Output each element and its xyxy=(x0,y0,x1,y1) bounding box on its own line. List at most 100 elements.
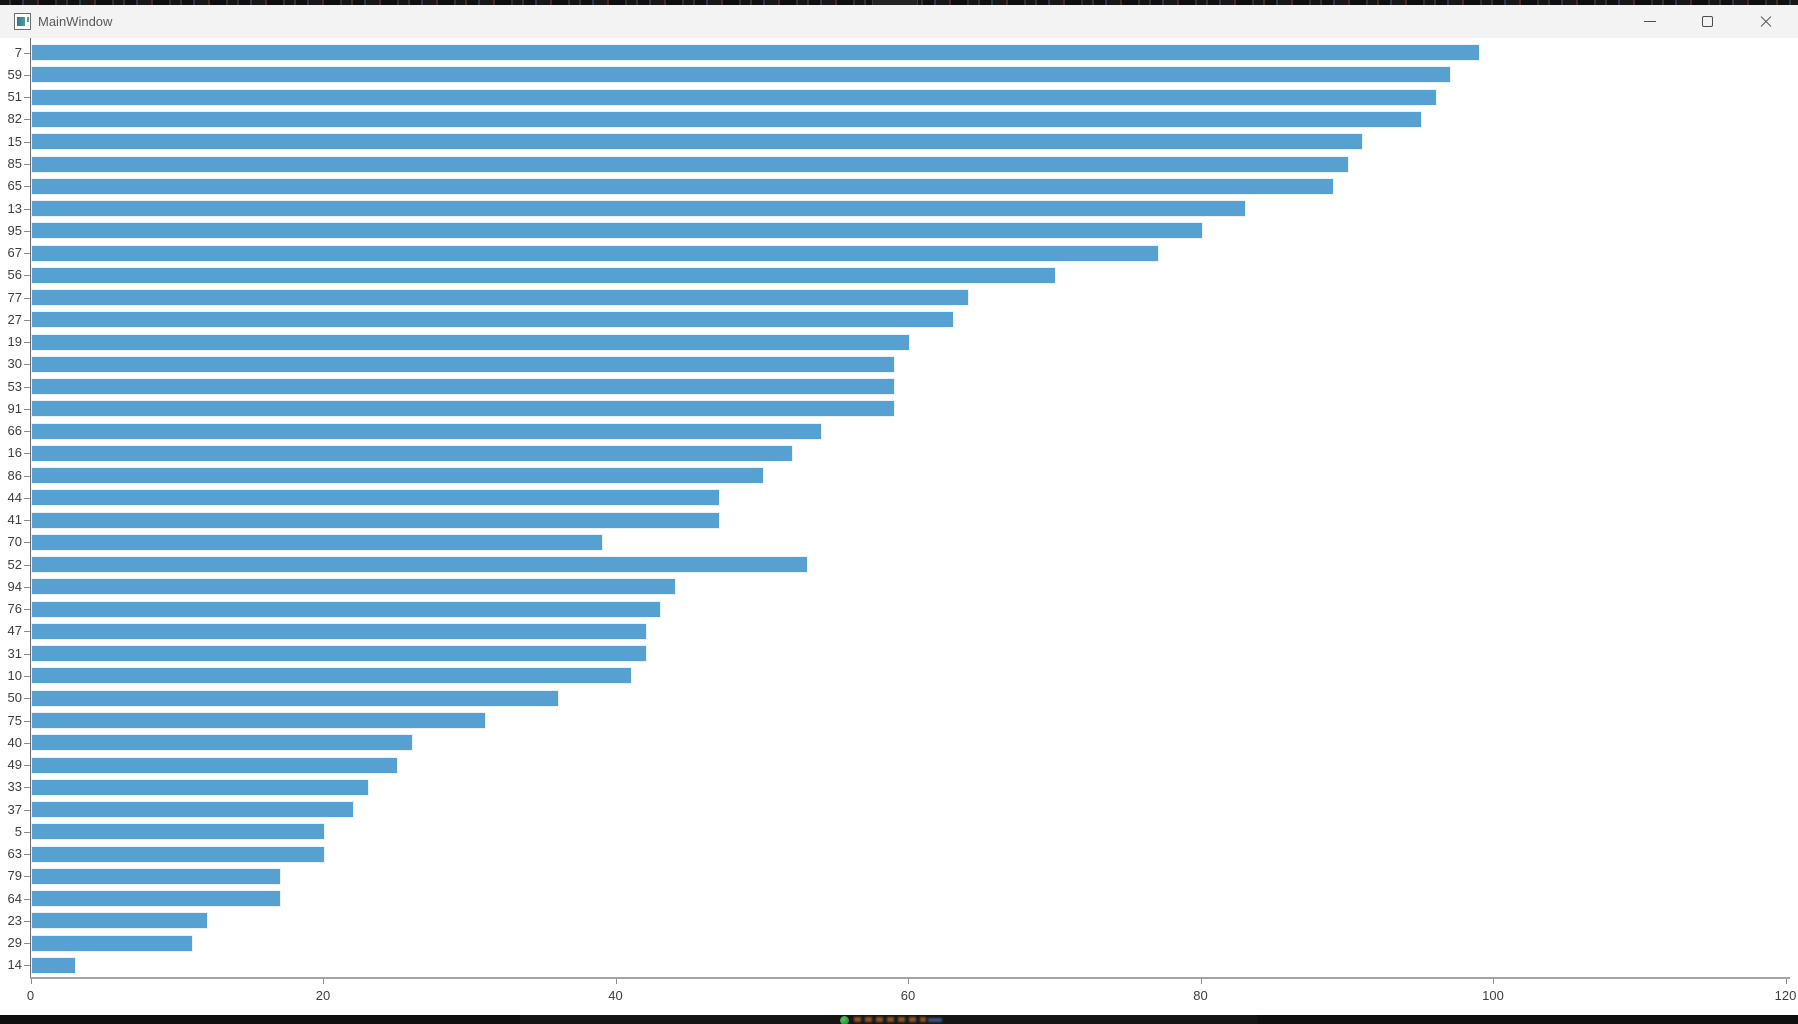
x-axis-label: 20 xyxy=(315,988,331,1003)
bar-category-86 xyxy=(30,467,764,485)
y-axis-label: 85 xyxy=(7,156,22,171)
y-axis-label: 37 xyxy=(7,801,22,817)
bar-category-47 xyxy=(30,622,647,640)
y-axis-label: 10 xyxy=(7,667,22,683)
bar-category-75 xyxy=(30,712,486,729)
bar-category-77 xyxy=(30,289,969,307)
bar-category-91 xyxy=(30,400,896,418)
bar-category-49 xyxy=(30,756,399,774)
y-axis-label: 14 xyxy=(7,957,22,973)
y-axis-label: 29 xyxy=(7,935,22,951)
bar-category-19 xyxy=(30,333,910,351)
y-axis-tick xyxy=(24,386,30,388)
y-axis-tick xyxy=(24,230,30,232)
y-axis-tick xyxy=(24,453,30,455)
y-axis-label: 77 xyxy=(7,289,22,305)
y-axis-tick xyxy=(24,787,30,789)
y-axis-tick xyxy=(24,765,30,767)
x-axis-tick xyxy=(615,979,617,984)
bar-category-14 xyxy=(30,956,77,974)
taskbar-label-smudge xyxy=(854,1017,926,1022)
y-axis-spine xyxy=(30,38,31,977)
x-axis-tick xyxy=(1493,979,1494,984)
y-axis-label: 40 xyxy=(7,734,22,750)
bar-category-33 xyxy=(30,778,369,796)
title-bar[interactable]: MainWindow xyxy=(0,5,1798,38)
bar-chart-canvas: 7 59 51 82 15 85 65 13 95 67 56 77 27 19 30 53 91 66 16 86 4… xyxy=(0,38,1798,1015)
y-axis-tick xyxy=(24,631,30,633)
y-axis-label: 79 xyxy=(7,868,22,884)
y-axis-tick xyxy=(24,97,30,99)
x-axis-tick xyxy=(1785,979,1787,984)
maximize-button[interactable] xyxy=(1685,5,1731,38)
close-button[interactable] xyxy=(1743,5,1789,38)
y-axis-label: 67 xyxy=(7,245,22,261)
taskbar-label-smudge xyxy=(928,1018,942,1022)
y-axis-tick xyxy=(24,74,30,76)
y-axis-tick xyxy=(24,943,30,945)
y-axis-tick xyxy=(24,876,30,878)
y-axis-tick xyxy=(24,920,30,922)
bar-category-66 xyxy=(30,422,823,440)
y-axis-label: 44 xyxy=(7,489,22,505)
y-axis-label: 86 xyxy=(7,467,22,483)
taskbar-app-icon[interactable] xyxy=(840,1016,849,1024)
y-axis-tick xyxy=(24,319,30,321)
bar-category-37 xyxy=(30,801,355,819)
bar-category-31 xyxy=(30,645,647,663)
y-axis-label: 64 xyxy=(7,890,22,906)
y-axis-tick xyxy=(24,675,30,677)
app-window-icon xyxy=(14,13,31,30)
y-axis-label: 75 xyxy=(7,712,22,728)
y-axis-tick xyxy=(24,408,30,410)
bar-category-52 xyxy=(30,556,808,574)
bar-category-94 xyxy=(30,578,676,596)
bar-category-7 xyxy=(30,44,1481,62)
y-axis-tick xyxy=(24,564,30,566)
maximize-icon xyxy=(1702,16,1713,27)
x-axis-label: 40 xyxy=(608,988,623,1003)
bar-category-41 xyxy=(30,511,720,529)
y-axis-tick xyxy=(24,475,30,477)
window-title: MainWindow xyxy=(38,14,113,29)
x-axis-tick xyxy=(1200,979,1202,984)
y-axis-tick xyxy=(24,186,30,188)
bar-category-65 xyxy=(30,177,1335,195)
y-axis-tick xyxy=(24,208,30,210)
y-axis-label: 95 xyxy=(7,222,22,238)
y-axis-label: 50 xyxy=(7,690,22,706)
x-axis-line xyxy=(30,977,1790,979)
y-axis-label: 13 xyxy=(7,200,22,216)
minimize-icon xyxy=(1644,21,1656,22)
bar-category-15 xyxy=(30,133,1364,151)
y-axis-label: 19 xyxy=(7,334,22,350)
y-axis-tick xyxy=(24,164,30,165)
bar-category-51 xyxy=(30,88,1437,106)
bar-category-10 xyxy=(30,667,633,685)
bar-category-67 xyxy=(30,244,1159,262)
y-axis-label: 63 xyxy=(7,846,22,862)
bar-category-50 xyxy=(30,689,559,707)
y-axis-tick xyxy=(24,698,30,700)
bar-category-82 xyxy=(30,110,1422,128)
bar-category-64 xyxy=(30,890,282,908)
x-axis-label: 100 xyxy=(1482,988,1504,1003)
bar-category-59 xyxy=(30,66,1452,84)
y-axis-tick xyxy=(24,119,30,121)
y-axis-label: 65 xyxy=(7,178,22,194)
y-axis-label: 66 xyxy=(7,423,22,439)
y-axis-label: 59 xyxy=(7,66,22,82)
y-axis-tick xyxy=(24,854,30,856)
y-axis-label: 91 xyxy=(7,400,22,416)
y-axis-tick xyxy=(24,809,30,811)
y-axis-tick xyxy=(24,141,30,143)
bar-category-76 xyxy=(30,600,662,618)
minimize-button[interactable] xyxy=(1627,5,1673,38)
bar-category-27 xyxy=(30,311,954,329)
x-axis-label: 80 xyxy=(1193,988,1208,1003)
y-axis-tick xyxy=(24,520,30,522)
y-axis-label: 16 xyxy=(7,445,22,461)
y-axis-label: 33 xyxy=(7,779,22,795)
y-axis-tick xyxy=(24,297,30,299)
